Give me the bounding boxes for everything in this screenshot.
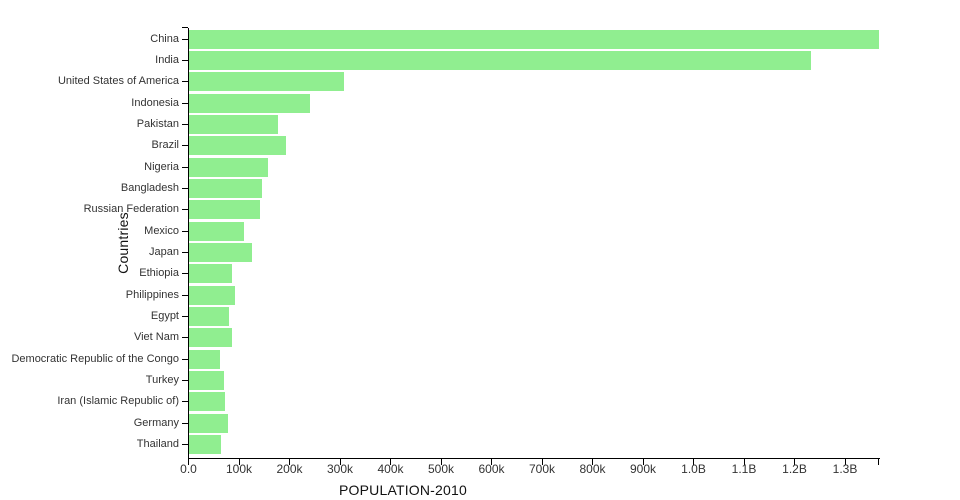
bar-nigeria <box>189 157 268 177</box>
y-tick <box>182 252 188 253</box>
x-tick-label: 700k <box>528 462 556 476</box>
y-tick-label-pakistan: Pakistan <box>136 117 179 130</box>
bar-china <box>189 29 879 49</box>
y-tick-label-mexico: Mexico <box>144 224 179 237</box>
x-tick-label: 600k <box>478 462 505 476</box>
x-tick <box>188 459 189 465</box>
x-tick-label: 500k <box>427 462 455 476</box>
bar-ethiopia <box>189 264 232 284</box>
y-tick-label-democratic-republic-of-the-congo: Democratic Republic of the Congo <box>11 352 179 365</box>
bar-iran-islamic-republic-of <box>189 392 226 412</box>
y-tick <box>182 230 188 232</box>
bar-pakistan <box>189 114 279 134</box>
x-tick-label: 400k <box>377 462 404 476</box>
y-tick <box>182 273 188 275</box>
bar-mexico <box>189 221 245 241</box>
x-tick-label: 1.1B <box>731 462 757 476</box>
x-tick <box>238 459 240 465</box>
x-tick <box>541 459 543 465</box>
y-tick-label-turkey: Turkey <box>145 374 179 387</box>
y-tick-label-thailand: Thailand <box>136 438 179 451</box>
y-tick <box>182 166 188 168</box>
x-tick <box>339 459 341 465</box>
x-tick-label: 1.3B <box>832 462 858 476</box>
bar-philippines <box>189 285 235 305</box>
bar-democratic-republic-of-the-congo <box>189 349 221 369</box>
y-tick <box>182 380 188 382</box>
x-axis-line <box>188 458 880 459</box>
y-axis-line <box>188 27 189 459</box>
y-tick <box>182 337 188 339</box>
y-tick-label-india: India <box>155 53 179 66</box>
y-tick <box>182 209 188 211</box>
y-tick <box>182 81 188 83</box>
x-tick <box>642 459 644 465</box>
y-tick <box>182 444 188 446</box>
bar-turkey <box>189 371 225 391</box>
y-tick-label-bangladesh: Bangladesh <box>120 181 179 194</box>
x-tick-label: 100k <box>225 462 253 476</box>
x-tick-label: 1.0B <box>681 462 706 476</box>
x-tick-label: 200k <box>276 462 303 476</box>
y-axis-top-cap <box>182 27 188 28</box>
y-tick <box>182 294 188 296</box>
y-tick <box>182 187 188 189</box>
y-tick <box>182 38 188 40</box>
x-tick <box>592 459 593 465</box>
y-tick <box>182 145 188 147</box>
y-tick-label-egypt: Egypt <box>150 310 179 323</box>
bar-bangladesh <box>189 178 263 198</box>
y-tick-label-indonesia: Indonesia <box>131 96 179 109</box>
y-axis-title: Countries <box>115 212 131 274</box>
bar-egypt <box>189 307 230 327</box>
x-tick-label: 1.2B <box>782 462 807 476</box>
x-tick <box>289 459 290 465</box>
x-tick <box>491 459 492 465</box>
x-tick-label: 300k <box>326 462 354 476</box>
y-tick <box>182 358 188 360</box>
y-tick-label-nigeria: Nigeria <box>144 160 179 173</box>
bar-united-states-of-america <box>189 72 344 92</box>
bar-germany <box>189 413 229 433</box>
x-tick <box>390 459 391 465</box>
y-tick-label-germany: Germany <box>133 416 179 429</box>
y-tick <box>182 401 188 403</box>
x-axis-title: POPULATION-2010 <box>338 482 467 498</box>
y-tick-label-united-states-of-america: United States of America <box>57 75 179 88</box>
y-tick-label-japan: Japan <box>149 246 179 258</box>
y-tick <box>182 316 188 318</box>
x-axis-end-cap <box>878 459 880 465</box>
y-tick <box>182 123 188 125</box>
bar-brazil <box>189 136 287 156</box>
x-tick <box>743 459 745 465</box>
bar-japan <box>189 243 253 262</box>
bar-india <box>189 50 811 70</box>
y-tick <box>182 59 188 61</box>
x-tick-label: 800k <box>579 462 606 476</box>
x-tick <box>844 459 846 465</box>
y-tick-label-ethiopia: Ethiopia <box>139 267 179 280</box>
y-tick-label-viet-nam: Viet Nam <box>133 331 179 344</box>
y-tick-label-russian-federation: Russian Federation <box>83 203 179 216</box>
x-tick <box>693 459 694 465</box>
bar-russian-federation <box>189 200 260 220</box>
y-tick-label-china: China <box>150 32 179 45</box>
y-tick-label-philippines: Philippines <box>125 288 179 301</box>
y-tick <box>182 102 188 104</box>
bar-viet-nam <box>189 328 232 348</box>
y-tick-label-brazil: Brazil <box>151 139 179 152</box>
x-tick-label: 900k <box>629 462 657 476</box>
x-tick <box>440 459 442 465</box>
y-tick-label-iran-islamic-republic-of: Iran (Islamic Republic of) <box>57 395 179 408</box>
y-tick <box>182 422 188 424</box>
bar-indonesia <box>189 93 310 113</box>
bar-thailand <box>189 435 222 455</box>
x-tick <box>794 459 795 465</box>
x-tick-label: 0.0 <box>180 462 197 476</box>
